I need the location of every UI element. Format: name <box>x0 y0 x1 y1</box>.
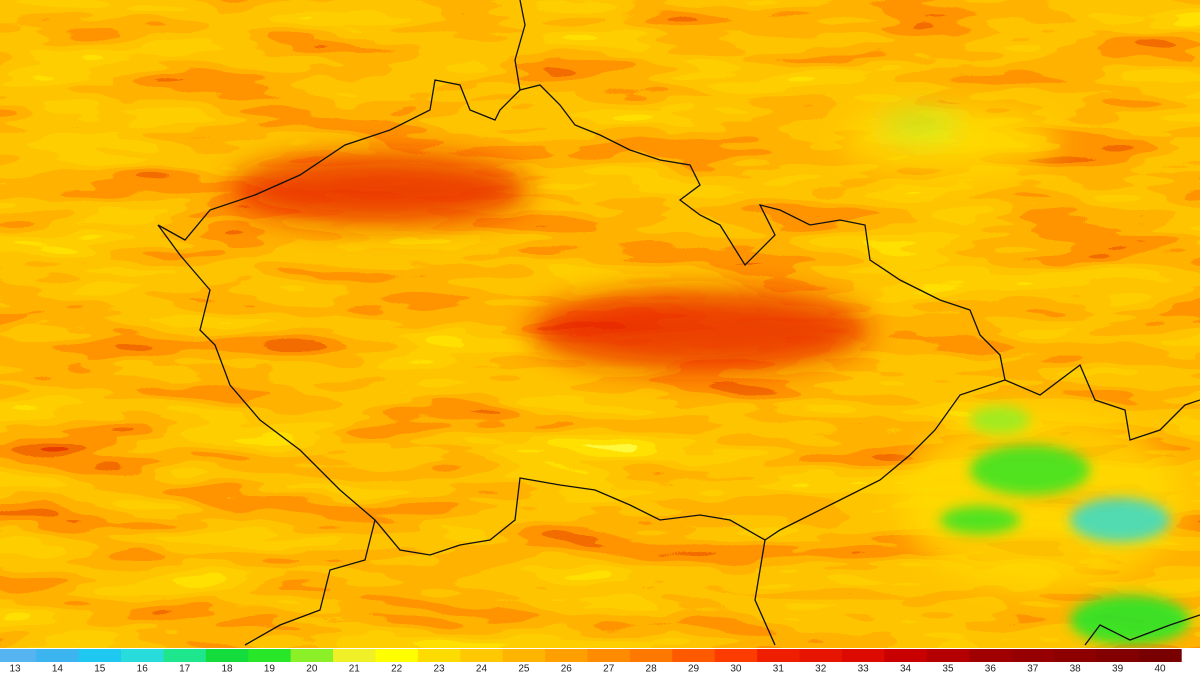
legend-label: 36 <box>985 664 997 675</box>
legend-label: 23 <box>434 664 446 675</box>
legend-label: 25 <box>518 664 530 675</box>
legend-swatch <box>757 649 801 662</box>
legend-label: 30 <box>730 664 742 675</box>
legend-label: 19 <box>264 664 276 675</box>
legend-label: 38 <box>1070 664 1082 675</box>
legend-swatch <box>460 649 504 662</box>
legend-label: 35 <box>942 664 954 675</box>
borders <box>157 0 1200 646</box>
legend-label: 16 <box>137 664 149 675</box>
legend-label: 18 <box>221 664 233 675</box>
legend-swatch <box>1011 649 1055 662</box>
legend-swatch <box>36 649 80 662</box>
legend-label: 21 <box>349 664 361 675</box>
legend-label: 24 <box>476 664 488 675</box>
legend-swatch <box>587 649 631 662</box>
legend-label: 39 <box>1112 664 1124 675</box>
legend-label: 32 <box>815 664 827 675</box>
legend-label: 26 <box>561 664 573 675</box>
legend-swatch <box>290 649 334 662</box>
legend-label: 15 <box>94 664 106 675</box>
legend-label: 17 <box>179 664 191 675</box>
legend-label: 27 <box>603 664 615 675</box>
legend-swatch <box>502 649 546 662</box>
legend-label: 34 <box>900 664 912 675</box>
cool-patches <box>940 406 1190 645</box>
legend-swatch <box>333 649 376 662</box>
legend-swatch <box>417 649 461 662</box>
legend-swatch <box>121 649 164 662</box>
legend-swatch <box>1138 649 1182 662</box>
legend-label: 14 <box>52 664 64 675</box>
legend-swatch <box>163 649 207 662</box>
legend-swatch <box>248 649 292 662</box>
temperature-patches <box>230 105 1180 590</box>
legend-label: 20 <box>306 664 318 675</box>
legend-swatch <box>375 649 419 662</box>
legend-label: 37 <box>1027 664 1039 675</box>
legend-swatch <box>0 649 37 662</box>
legend-label: 29 <box>688 664 700 675</box>
legend-swatch <box>1053 649 1097 662</box>
legend-swatch <box>205 649 249 662</box>
legend-label: 22 <box>391 664 403 675</box>
legend-swatch <box>545 649 588 662</box>
legend-swatch <box>926 649 970 662</box>
legend-swatch <box>714 649 758 662</box>
legend-swatch <box>629 649 673 662</box>
legend-swatch <box>969 649 1013 662</box>
legend-swatch <box>672 649 716 662</box>
legend-label: 13 <box>9 664 21 675</box>
legend-label: 33 <box>858 664 870 675</box>
legend-label: 40 <box>1154 664 1166 675</box>
legend-swatch <box>78 649 122 662</box>
legend-swatch <box>799 649 843 662</box>
legend-swatch <box>1096 649 1140 662</box>
legend-swatch <box>841 649 885 662</box>
legend-swatch <box>884 649 928 662</box>
legend-label: 28 <box>646 664 658 675</box>
color-legend: 13 14 15 16 17 18 19 20 21 22 23 24 25 26 27 28 29 30 31 32… <box>0 648 1200 675</box>
legend-label: 31 <box>773 664 785 675</box>
